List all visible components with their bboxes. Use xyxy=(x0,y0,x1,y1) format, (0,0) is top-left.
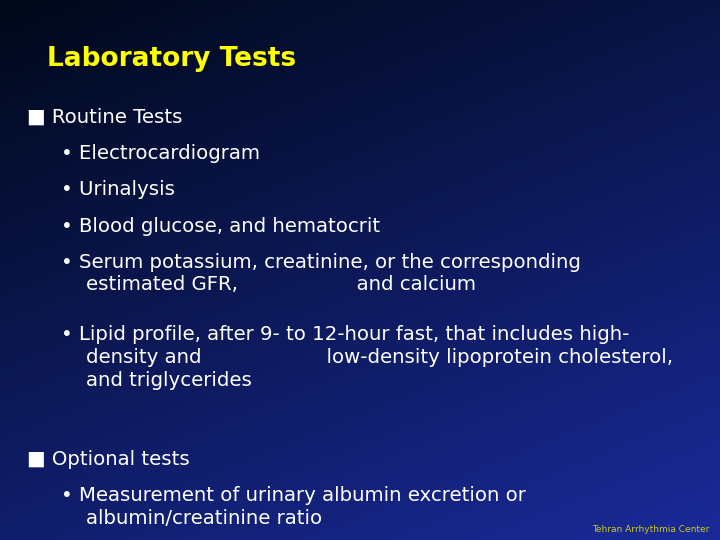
Text: Tehran Arrhythmia Center: Tehran Arrhythmia Center xyxy=(592,524,709,534)
Text: • Lipid profile, after 9- to 12-hour fast, that includes high-
    density and  : • Lipid profile, after 9- to 12-hour fas… xyxy=(61,325,673,389)
Text: ■ Optional tests: ■ Optional tests xyxy=(27,450,190,469)
Text: ■ Routine Tests: ■ Routine Tests xyxy=(27,108,183,127)
Text: Laboratory Tests: Laboratory Tests xyxy=(47,46,296,72)
Text: • Urinalysis: • Urinalysis xyxy=(61,180,175,199)
Text: • Electrocardiogram: • Electrocardiogram xyxy=(61,144,260,163)
Text: • Measurement of urinary albumin excretion or
    albumin/creatinine ratio: • Measurement of urinary albumin excreti… xyxy=(61,486,526,528)
Text: • Serum potassium, creatinine, or the corresponding
    estimated GFR,          : • Serum potassium, creatinine, or the co… xyxy=(61,253,581,294)
Text: • Blood glucose, and hematocrit: • Blood glucose, and hematocrit xyxy=(61,217,380,235)
